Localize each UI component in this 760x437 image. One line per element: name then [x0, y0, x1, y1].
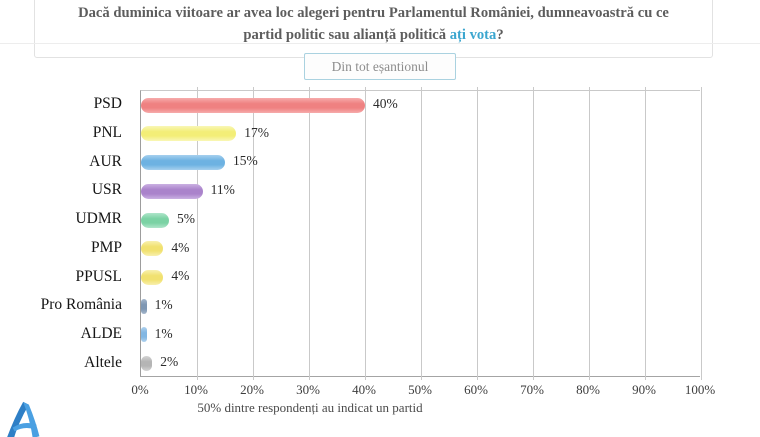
bar-row-pnl: 17% [141, 120, 700, 149]
value-label-udmr: 5% [177, 210, 195, 226]
value-label-pro-rom-nia: 1% [154, 296, 173, 312]
category-label-aur: AUR [89, 152, 122, 170]
bar-row-aur: 15% [141, 148, 700, 177]
value-label-psd: 40% [373, 96, 398, 111]
bar-alde [141, 327, 147, 343]
tick-label-40%: 40% [352, 382, 376, 397]
bar-usr [141, 183, 203, 199]
gridline-100% [701, 87, 702, 380]
gridline-40% [365, 87, 366, 380]
x-axis-caption: 50% dintre respondenți au indicat un par… [197, 400, 423, 415]
category-label-udmr: UDMR [75, 210, 122, 228]
bar-row-altele: 2% [141, 349, 700, 378]
bar-psd [141, 97, 365, 113]
tick-label-0%: 0% [131, 382, 149, 397]
gridline-90% [645, 87, 646, 380]
sample-filter-button[interactable]: Din tot eșantionul [304, 53, 456, 80]
value-label-aur: 15% [233, 153, 258, 169]
value-label-ppusl: 4% [171, 268, 190, 284]
bar-altele [141, 356, 153, 372]
category-label-ppusl: PPUSL [75, 267, 122, 285]
tick-label-50%: 50% [408, 382, 432, 397]
bar-pnl [141, 126, 237, 142]
value-label-usr: 11% [210, 182, 235, 198]
header-divider [0, 43, 760, 44]
gridline-80% [589, 87, 590, 380]
bar-udmr [141, 212, 169, 228]
avangarde-a-logo [7, 401, 40, 437]
category-label-pnl: PNL [92, 124, 122, 142]
bar-pmp [141, 241, 164, 257]
tick-label-30%: 30% [296, 382, 320, 397]
gridline-10% [197, 87, 198, 380]
bar-row-pmp: 4% [141, 235, 700, 264]
bar-pro-rom-nia [141, 298, 147, 314]
bar-ppusl [141, 269, 164, 285]
category-label-pro-rom-nia: Pro România [40, 296, 122, 314]
plot-area: 40% 17% 15% 11% 5% 4% 4% 1% 1% 2% [140, 87, 702, 380]
gridline-60% [477, 87, 478, 380]
tick-label-60%: 60% [464, 382, 488, 397]
tick-label-100%: 100% [684, 382, 716, 397]
gridline-20% [253, 87, 254, 380]
question-mark: ? [496, 26, 504, 43]
gridline-30% [309, 87, 310, 380]
category-label-alde: ALDE [80, 324, 122, 342]
tick-label-80%: 80% [576, 382, 600, 397]
bar-aur [141, 155, 225, 171]
question-text: Dacă duminica viitoare ar avea loc alege… [78, 5, 669, 43]
value-label-alde: 1% [154, 325, 173, 341]
category-label-psd: PSD [93, 95, 122, 113]
x-axis-ticks: 0% 10% 20% 30% 40% 50% 60% 70% 80% 90% 100% [0, 382, 760, 398]
bar-row-psd: 40% [141, 91, 700, 120]
bar-row-udmr: 5% [141, 206, 700, 235]
tick-label-20%: 20% [240, 382, 264, 397]
bar-row-ppusl: 4% [141, 263, 700, 292]
bar-row-usr: 11% [141, 177, 700, 206]
category-label-usr: USR [91, 181, 122, 199]
question-title: Dacă duminica viitoare ar avea loc alege… [34, 0, 713, 58]
vote-link[interactable]: ați vota [449, 26, 497, 43]
gridline-70% [533, 87, 534, 380]
tick-label-10%: 10% [184, 382, 208, 397]
value-label-altele: 2% [160, 354, 179, 370]
bar-row-pro-rom-nia: 1% [141, 292, 700, 321]
bar-row-alde: 1% [141, 321, 700, 350]
category-label-pmp: PMP [90, 238, 122, 256]
tick-label-70%: 70% [520, 382, 544, 397]
tick-label-90%: 90% [632, 382, 656, 397]
category-label-altele: Altele [84, 353, 122, 371]
gridline-50% [421, 87, 422, 380]
value-label-pnl: 17% [244, 124, 269, 140]
value-label-pmp: 4% [171, 239, 190, 255]
